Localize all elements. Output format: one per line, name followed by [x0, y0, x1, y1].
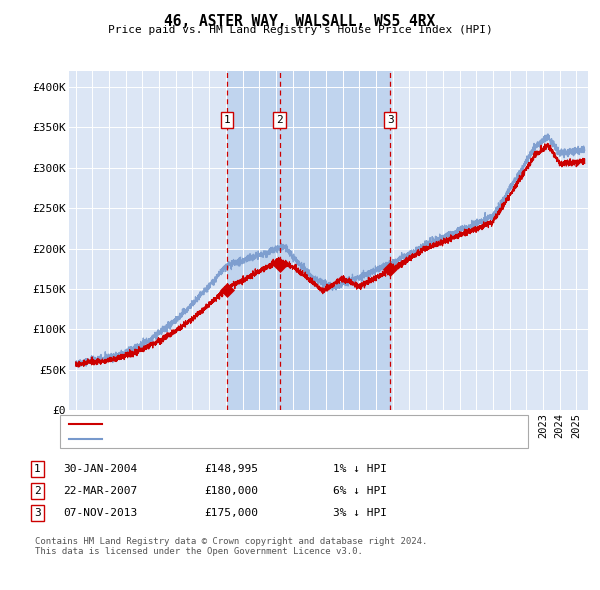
- Text: Price paid vs. HM Land Registry's House Price Index (HPI): Price paid vs. HM Land Registry's House …: [107, 25, 493, 35]
- Text: 6% ↓ HPI: 6% ↓ HPI: [333, 486, 387, 496]
- Text: 07-NOV-2013: 07-NOV-2013: [63, 508, 137, 517]
- Text: 2: 2: [276, 115, 283, 125]
- Text: 3: 3: [387, 115, 394, 125]
- Text: 1: 1: [34, 464, 41, 474]
- Text: 2: 2: [34, 486, 41, 496]
- Text: Contains HM Land Registry data © Crown copyright and database right 2024.
This d: Contains HM Land Registry data © Crown c…: [35, 537, 427, 556]
- Text: £180,000: £180,000: [204, 486, 258, 496]
- Text: £175,000: £175,000: [204, 508, 258, 517]
- Text: 3% ↓ HPI: 3% ↓ HPI: [333, 508, 387, 517]
- Text: 46, ASTER WAY, WALSALL, WS5 4RX: 46, ASTER WAY, WALSALL, WS5 4RX: [164, 14, 436, 29]
- Bar: [227, 71, 390, 410]
- Text: 1% ↓ HPI: 1% ↓ HPI: [333, 464, 387, 474]
- Text: 46, ASTER WAY, WALSALL, WS5 4RX (detached house): 46, ASTER WAY, WALSALL, WS5 4RX (detache…: [109, 419, 409, 429]
- Text: HPI: Average price, detached house, Sandwell: HPI: Average price, detached house, Sand…: [109, 434, 384, 444]
- Text: 3: 3: [34, 508, 41, 517]
- Text: 30-JAN-2004: 30-JAN-2004: [63, 464, 137, 474]
- Text: 22-MAR-2007: 22-MAR-2007: [63, 486, 137, 496]
- Text: 1: 1: [224, 115, 230, 125]
- Text: £148,995: £148,995: [204, 464, 258, 474]
